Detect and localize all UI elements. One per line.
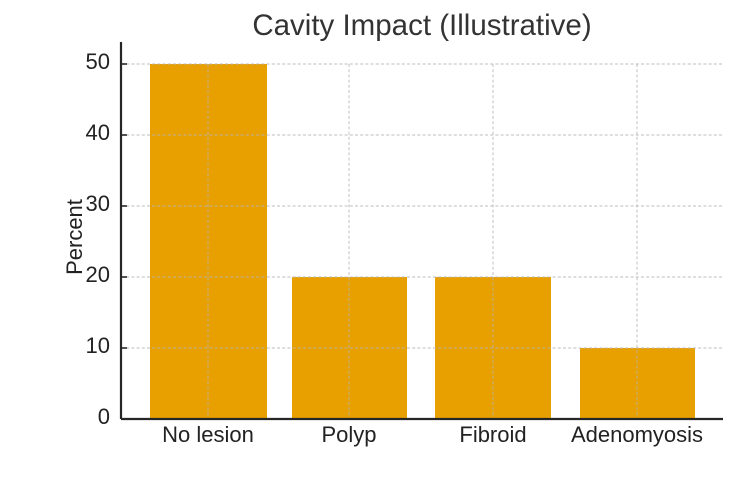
svg-text:40: 40 xyxy=(86,120,110,145)
svg-text:10: 10 xyxy=(86,333,110,358)
svg-text:0: 0 xyxy=(98,404,110,429)
svg-text:Polyp: Polyp xyxy=(321,422,376,447)
svg-text:50: 50 xyxy=(86,49,110,74)
svg-text:20: 20 xyxy=(86,262,110,287)
svg-text:Fibroid: Fibroid xyxy=(459,422,526,447)
svg-text:Adenomyosis: Adenomyosis xyxy=(571,422,703,447)
svg-text:No lesion: No lesion xyxy=(162,422,254,447)
svg-text:30: 30 xyxy=(86,191,110,216)
